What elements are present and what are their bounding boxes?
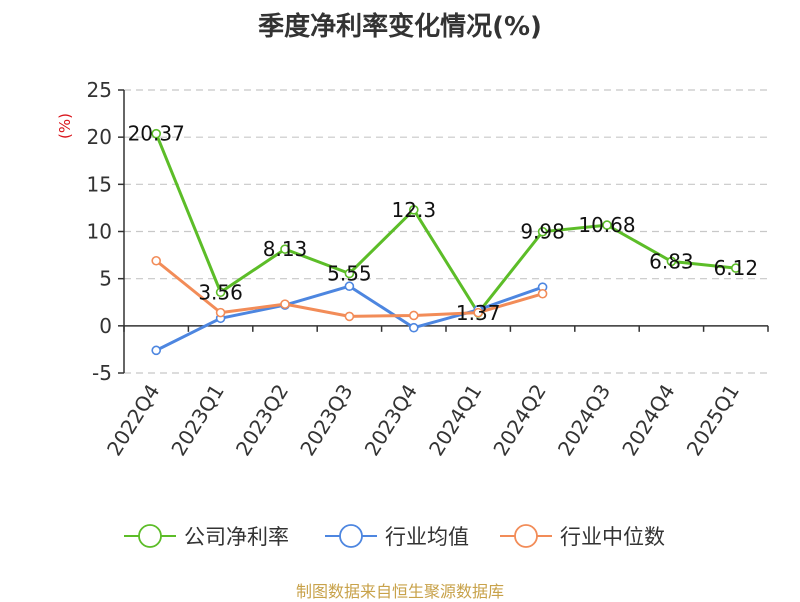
y-unit-label: (%) [56, 113, 74, 139]
x-tick-label: 2022Q4 [102, 380, 164, 460]
data-point [151, 345, 161, 356]
y-tick-label: 20 [87, 125, 112, 149]
data-point [215, 307, 226, 318]
data-point [602, 220, 612, 230]
x-tick-label: 2023Q3 [295, 380, 357, 460]
x-tick-label: 2024Q3 [553, 380, 615, 460]
data-label: 9.98 [520, 220, 565, 244]
y-tick-label: 10 [87, 220, 112, 244]
data-label: 1.37 [456, 301, 501, 325]
x-tick-label: 2023Q1 [166, 380, 228, 460]
series-line [154, 133, 736, 315]
data-point [344, 268, 355, 279]
y-tick-label: -5 [92, 361, 112, 385]
legend-marker [138, 524, 162, 548]
x-tick-label: 2023Q2 [231, 380, 293, 460]
chart-title: 季度净利率变化情况(%) [258, 12, 542, 42]
series-lines [151, 128, 741, 356]
data-label: 12.3 [392, 198, 437, 222]
data-point [730, 263, 741, 273]
data-labels: 20.37 3.56 8.13 5.55 12.3 1.37 9.98 10.68 6.83 6.… [128, 122, 758, 325]
data-label: 6.12 [714, 256, 759, 280]
data-label: 10.68 [578, 213, 635, 237]
data-label: 8.13 [263, 237, 308, 261]
x-tick-label: 2025Q1 [682, 380, 744, 460]
data-point [280, 244, 290, 254]
legend: 公司净利率 行业均值 行业中位数 [124, 524, 665, 549]
x-tick-label: 2024Q4 [617, 380, 679, 460]
data-point [473, 307, 484, 318]
y-tick-label: 5 [99, 267, 112, 291]
data-point [666, 256, 677, 267]
data-point [408, 205, 419, 215]
legend-label: 行业均值 [385, 525, 469, 549]
source-note: 制图数据来自恒生聚源数据库 [295, 582, 504, 601]
legend-marker [339, 524, 363, 548]
data-label: 3.56 [198, 280, 243, 304]
data-label: 5.55 [327, 261, 372, 285]
data-label: 6.83 [649, 249, 694, 273]
y-tick-label: 25 [87, 78, 112, 102]
data-point [408, 322, 419, 333]
legend-marker [514, 524, 538, 548]
data-point [280, 299, 290, 309]
x-tick-label: 2023Q4 [360, 380, 422, 460]
data-point [537, 288, 548, 299]
data-point [344, 281, 355, 292]
data-label: 20.37 [128, 122, 185, 146]
data-point [151, 255, 161, 266]
data-point [537, 226, 548, 237]
y-tick-label: 0 [99, 314, 112, 338]
data-point [215, 287, 226, 298]
legend-label: 行业中位数 [560, 525, 665, 549]
x-tick-label: 2024Q2 [488, 380, 550, 460]
x-tick-label: 2024Q1 [424, 380, 486, 460]
data-point [408, 310, 419, 321]
y-tick-label: 15 [87, 172, 112, 196]
legend-label: 公司净利率 [184, 525, 289, 549]
data-point [151, 128, 161, 139]
data-point [344, 311, 355, 322]
